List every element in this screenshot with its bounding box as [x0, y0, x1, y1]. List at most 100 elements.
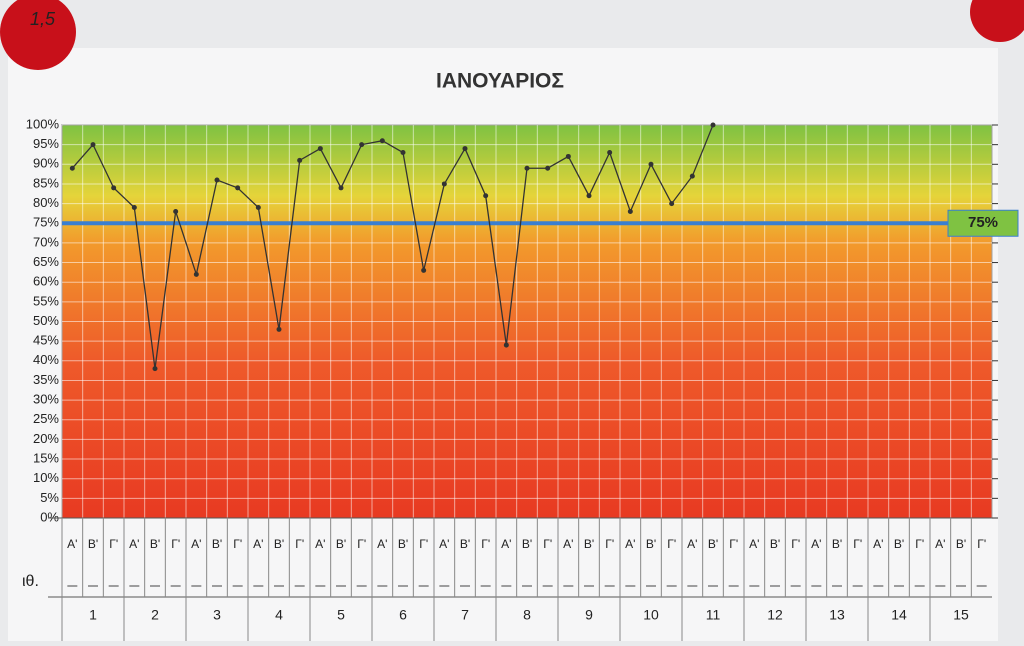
group-label: 12: [767, 607, 783, 623]
x-tick-label: Γ': [853, 537, 862, 551]
data-point: [255, 205, 261, 211]
group-label: 13: [829, 607, 845, 623]
group-label: 7: [461, 607, 469, 623]
x-tick-label: Α': [625, 537, 635, 551]
x-tick-label: Γ': [605, 537, 614, 551]
x-tick-label: Β': [274, 537, 284, 551]
group-label: 15: [953, 607, 969, 623]
data-point: [173, 208, 179, 214]
y-tick-label: 10%: [33, 470, 59, 485]
data-point: [586, 193, 592, 199]
x-tick-label: Α': [501, 537, 511, 551]
y-tick-label: 40%: [33, 352, 59, 367]
data-point: [297, 157, 303, 163]
group-label: 2: [151, 607, 159, 623]
x-tick-label: Β': [212, 537, 222, 551]
x-tick-label: Γ': [295, 537, 304, 551]
x-tick-label: Γ': [419, 537, 428, 551]
x-tick-label: Α': [749, 537, 759, 551]
y-tick-label: 60%: [33, 274, 59, 289]
x-tick-label: Β': [894, 537, 904, 551]
y-tick-label: 20%: [33, 431, 59, 446]
data-point: [338, 185, 344, 191]
data-point: [627, 208, 633, 214]
group-label: 8: [523, 607, 531, 623]
x-tick-label: Β': [832, 537, 842, 551]
x-tick-label: Α': [191, 537, 201, 551]
x-tick-label: Α': [563, 537, 573, 551]
x-tick-label: Α': [315, 537, 325, 551]
x-tick-label: Γ': [915, 537, 924, 551]
chart-title: ΙΑΝΟΥΑΡΙΟΣ: [436, 70, 564, 93]
x-tick-label: Γ': [109, 537, 118, 551]
sticker: [0, 0, 76, 70]
x-tick-label: Α': [377, 537, 387, 551]
data-point: [503, 342, 509, 348]
data-point: [90, 142, 96, 148]
x-tick-label: Β': [150, 537, 160, 551]
y-tick-label: 65%: [33, 254, 59, 269]
x-tick-label: Β': [646, 537, 656, 551]
y-tick-label: 70%: [33, 234, 59, 249]
data-point: [69, 165, 75, 171]
y-tick-label: 45%: [33, 333, 59, 348]
data-line: [71, 124, 714, 369]
data-point: [359, 142, 365, 148]
data-point: [648, 161, 654, 167]
x-tick-label: Γ': [791, 537, 800, 551]
y-tick-label: 90%: [33, 156, 59, 171]
x-tick-label: Α': [811, 537, 821, 551]
x-tick-label: Α': [67, 537, 77, 551]
x-tick-label: Β': [956, 537, 966, 551]
y-tick-label: 75%: [33, 215, 59, 230]
group-label: 14: [891, 607, 907, 623]
data-point: [152, 366, 158, 372]
y-tick-label: 5%: [40, 490, 59, 505]
x-tick-label: Α': [935, 537, 945, 551]
group-label: 11: [706, 607, 721, 623]
data-point: [193, 271, 199, 277]
y-tick-label: 100%: [26, 116, 60, 131]
x-tick-label: Α': [687, 537, 697, 551]
y-tick-label: 55%: [33, 293, 59, 308]
group-label: 4: [275, 607, 283, 623]
target-box: [947, 209, 1019, 237]
data-point: [276, 326, 282, 332]
x-tick-label: Β': [584, 537, 594, 551]
row-label: ιθ.: [22, 573, 39, 590]
group-label: 1: [89, 607, 97, 623]
y-tick-label: 50%: [33, 313, 59, 328]
x-tick-label: Β': [770, 537, 780, 551]
x-tick-label: Γ': [233, 537, 242, 551]
group-label: 6: [399, 607, 407, 623]
data-point: [214, 177, 220, 183]
group-label: 5: [337, 607, 345, 623]
y-tick-label: 80%: [33, 195, 59, 210]
group-label: 10: [643, 607, 659, 623]
data-point: [669, 201, 675, 207]
y-tick-label: 95%: [33, 136, 59, 151]
data-point: [524, 165, 530, 171]
data-point: [607, 150, 613, 156]
data-point: [400, 150, 406, 156]
x-tick-label: Α': [873, 537, 883, 551]
x-tick-label: Γ': [481, 537, 490, 551]
y-tick-label: 15%: [33, 450, 59, 465]
y-tick-label: 25%: [33, 411, 59, 426]
x-tick-label: Γ': [543, 537, 552, 551]
data-point: [441, 181, 447, 187]
data-point: [483, 193, 489, 199]
x-tick-label: Γ': [171, 537, 180, 551]
data-point: [317, 146, 323, 152]
y-tick-label: 85%: [33, 175, 59, 190]
x-tick-label: Β': [522, 537, 532, 551]
x-tick-label: Β': [708, 537, 718, 551]
x-tick-label: Β': [398, 537, 408, 551]
x-tick-label: Β': [336, 537, 346, 551]
x-tick-label: Α': [253, 537, 263, 551]
data-point: [462, 146, 468, 152]
sticker: [970, 0, 1024, 42]
x-tick-label: Γ': [977, 537, 986, 551]
data-point: [111, 185, 117, 191]
